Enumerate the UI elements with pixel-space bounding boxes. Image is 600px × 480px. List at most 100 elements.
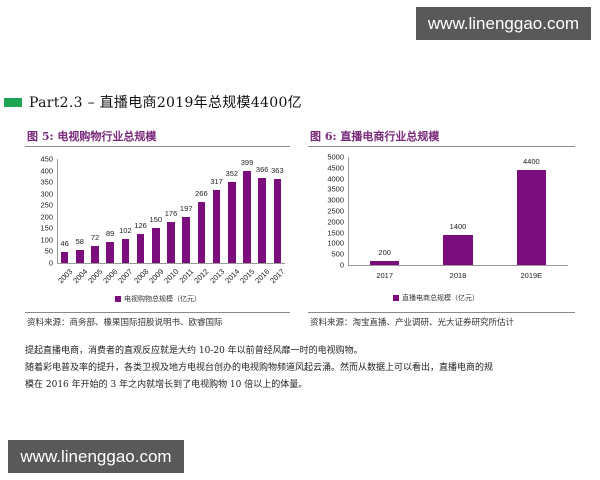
bar	[243, 170, 251, 263]
y-tick-label: 0	[339, 260, 344, 270]
section-header: Part2.3 – 直播电商2019年总规模4400亿	[4, 92, 302, 112]
x-tick-label: 2014	[222, 267, 242, 286]
bar-value-label: 1400	[449, 221, 467, 231]
bar	[121, 239, 130, 263]
x-tick-label: 2010	[162, 267, 181, 286]
x-axis	[57, 263, 285, 264]
live-commerce-bar-chart: 0 500 1000 1500 2000 2500 3000 3500 4000 4500 5000…	[308, 147, 575, 312]
y-tick-label: 400	[40, 166, 53, 176]
figure-5: 图 5: 电视购物行业总规模 0 50 100 150 200 250 300 350 400 4…	[25, 128, 290, 328]
bar	[516, 169, 546, 265]
bar	[167, 222, 175, 263]
x-tick-label: 2018	[449, 271, 467, 280]
bar	[152, 228, 160, 263]
bar-value-label: 150	[149, 215, 163, 225]
bar	[273, 179, 282, 263]
y-tick-label: 200	[40, 212, 53, 222]
x-axis	[348, 265, 568, 266]
x-tick-label: 2013	[207, 267, 226, 286]
bar-value-label: 58	[75, 236, 84, 246]
bar	[106, 242, 114, 263]
y-tick-label: 5000	[327, 152, 344, 162]
y-tick-label: 0	[48, 258, 53, 268]
paragraph-line: 模在 2016 年开始的 3 年之内就增长到了电视购物 10 倍以上的体量。	[25, 380, 308, 390]
bar	[91, 246, 99, 263]
x-tick-label: 2017	[268, 267, 287, 286]
bar-value-label: 366	[255, 165, 269, 175]
bar-value-label: 266	[195, 188, 208, 198]
x-tick-label: 2012	[192, 267, 211, 286]
bar	[370, 260, 400, 265]
divider	[308, 312, 575, 313]
x-tick-label: 2005	[86, 267, 105, 286]
y-tick-label: 500	[331, 249, 344, 259]
chart-legend: 直播电商总规模（亿元）	[393, 293, 479, 303]
y-tick-label: 4000	[327, 174, 344, 184]
x-tick-label: 2003	[55, 267, 74, 286]
legend-swatch-icon	[115, 296, 121, 302]
paragraph-line: 随着彩电普及率的提升，各类卫视及地方电视台创办的电视购物频道风起云涌。然而从数据…	[25, 363, 494, 373]
legend-label: 电视购物总规模（亿元）	[124, 295, 201, 303]
bar-value-label: 200	[378, 247, 391, 257]
y-tick-label: 3000	[327, 195, 344, 205]
x-tick-label: 2007	[116, 267, 135, 286]
figure-5-title: 图 5: 电视购物行业总规模	[27, 130, 157, 143]
divider	[308, 146, 575, 147]
y-tick-label: 3500	[327, 184, 344, 194]
y-tick-label: 1000	[327, 238, 344, 248]
bar	[197, 201, 206, 263]
bar-value-label: 363	[271, 166, 284, 176]
chart-legend: 电视购物总规模（亿元）	[115, 294, 201, 304]
y-tick-label: 4500	[327, 163, 344, 173]
watermark-top: www.linenggao.com	[416, 7, 591, 40]
bar-value-label: 317	[210, 176, 223, 186]
bar-value-label: 102	[119, 226, 132, 236]
legend-label: 直播电商总规模（亿元）	[402, 294, 479, 302]
y-tick-label: 350	[40, 177, 53, 187]
y-axis	[348, 157, 349, 265]
section-marker-icon	[4, 97, 22, 107]
bar	[443, 234, 473, 265]
y-tick-label: 150	[40, 223, 53, 233]
y-tick-label: 300	[40, 189, 53, 199]
x-tick-label: 2015	[238, 267, 257, 286]
y-tick-label: 100	[40, 235, 53, 245]
watermark-bottom: www.linenggao.com	[8, 440, 184, 473]
x-tick-label: 2011	[177, 267, 196, 285]
paragraph-line: 提起直播电商，消费者的直观反应就是大约 10-20 年以前曾经风靡一时的电视购物…	[25, 346, 363, 356]
y-tick-label: 50	[44, 246, 53, 256]
bar-value-label: 46	[60, 239, 69, 249]
y-tick-label: 450	[40, 154, 53, 164]
y-tick-label: 2000	[327, 217, 344, 227]
y-axis	[57, 159, 58, 263]
divider	[25, 312, 290, 313]
y-tick-label: 1500	[327, 228, 344, 238]
bar	[76, 249, 84, 263]
bar-value-label: 399	[240, 157, 254, 167]
legend-swatch-icon	[393, 295, 399, 301]
bar-value-label: 176	[164, 209, 178, 219]
divider	[25, 146, 290, 147]
x-tick-label: 2019E	[520, 271, 543, 280]
body-text: 提起直播电商，消费者的直观反应就是大约 10-20 年以前曾经风靡一时的电视购物…	[25, 343, 580, 394]
y-tick-label: 250	[40, 200, 53, 210]
bar	[60, 252, 69, 263]
bar-value-label: 352	[225, 168, 239, 178]
x-tick-label: 2004	[70, 267, 90, 286]
bar-value-label: 126	[134, 220, 147, 230]
x-tick-label: 2006	[101, 267, 120, 286]
bar-value-label: 197	[179, 204, 193, 214]
bar	[228, 181, 236, 263]
bar	[212, 189, 221, 263]
x-tick-label: 2017	[376, 271, 393, 280]
x-tick-label: 2016	[253, 267, 272, 286]
tv-shopping-bar-chart: 0 50 100 150 200 250 300 350 400 450 46 2003 58 2004 7…	[25, 147, 290, 312]
bar	[136, 233, 145, 263]
figure-5-source: 资料来源：商务部、橡果国际招股说明书、欧睿国际	[27, 318, 223, 328]
bar-value-label: 4400	[522, 156, 540, 166]
section-title: Part2.3 – 直播电商2019年总规模4400亿	[29, 95, 302, 111]
bar-value-label: 72	[90, 233, 100, 243]
figure-6-source: 资料来源：淘宝直播、产业调研、光大证券研究所估计	[310, 318, 515, 328]
bar-value-label: 89	[106, 229, 115, 239]
bar	[258, 178, 266, 263]
